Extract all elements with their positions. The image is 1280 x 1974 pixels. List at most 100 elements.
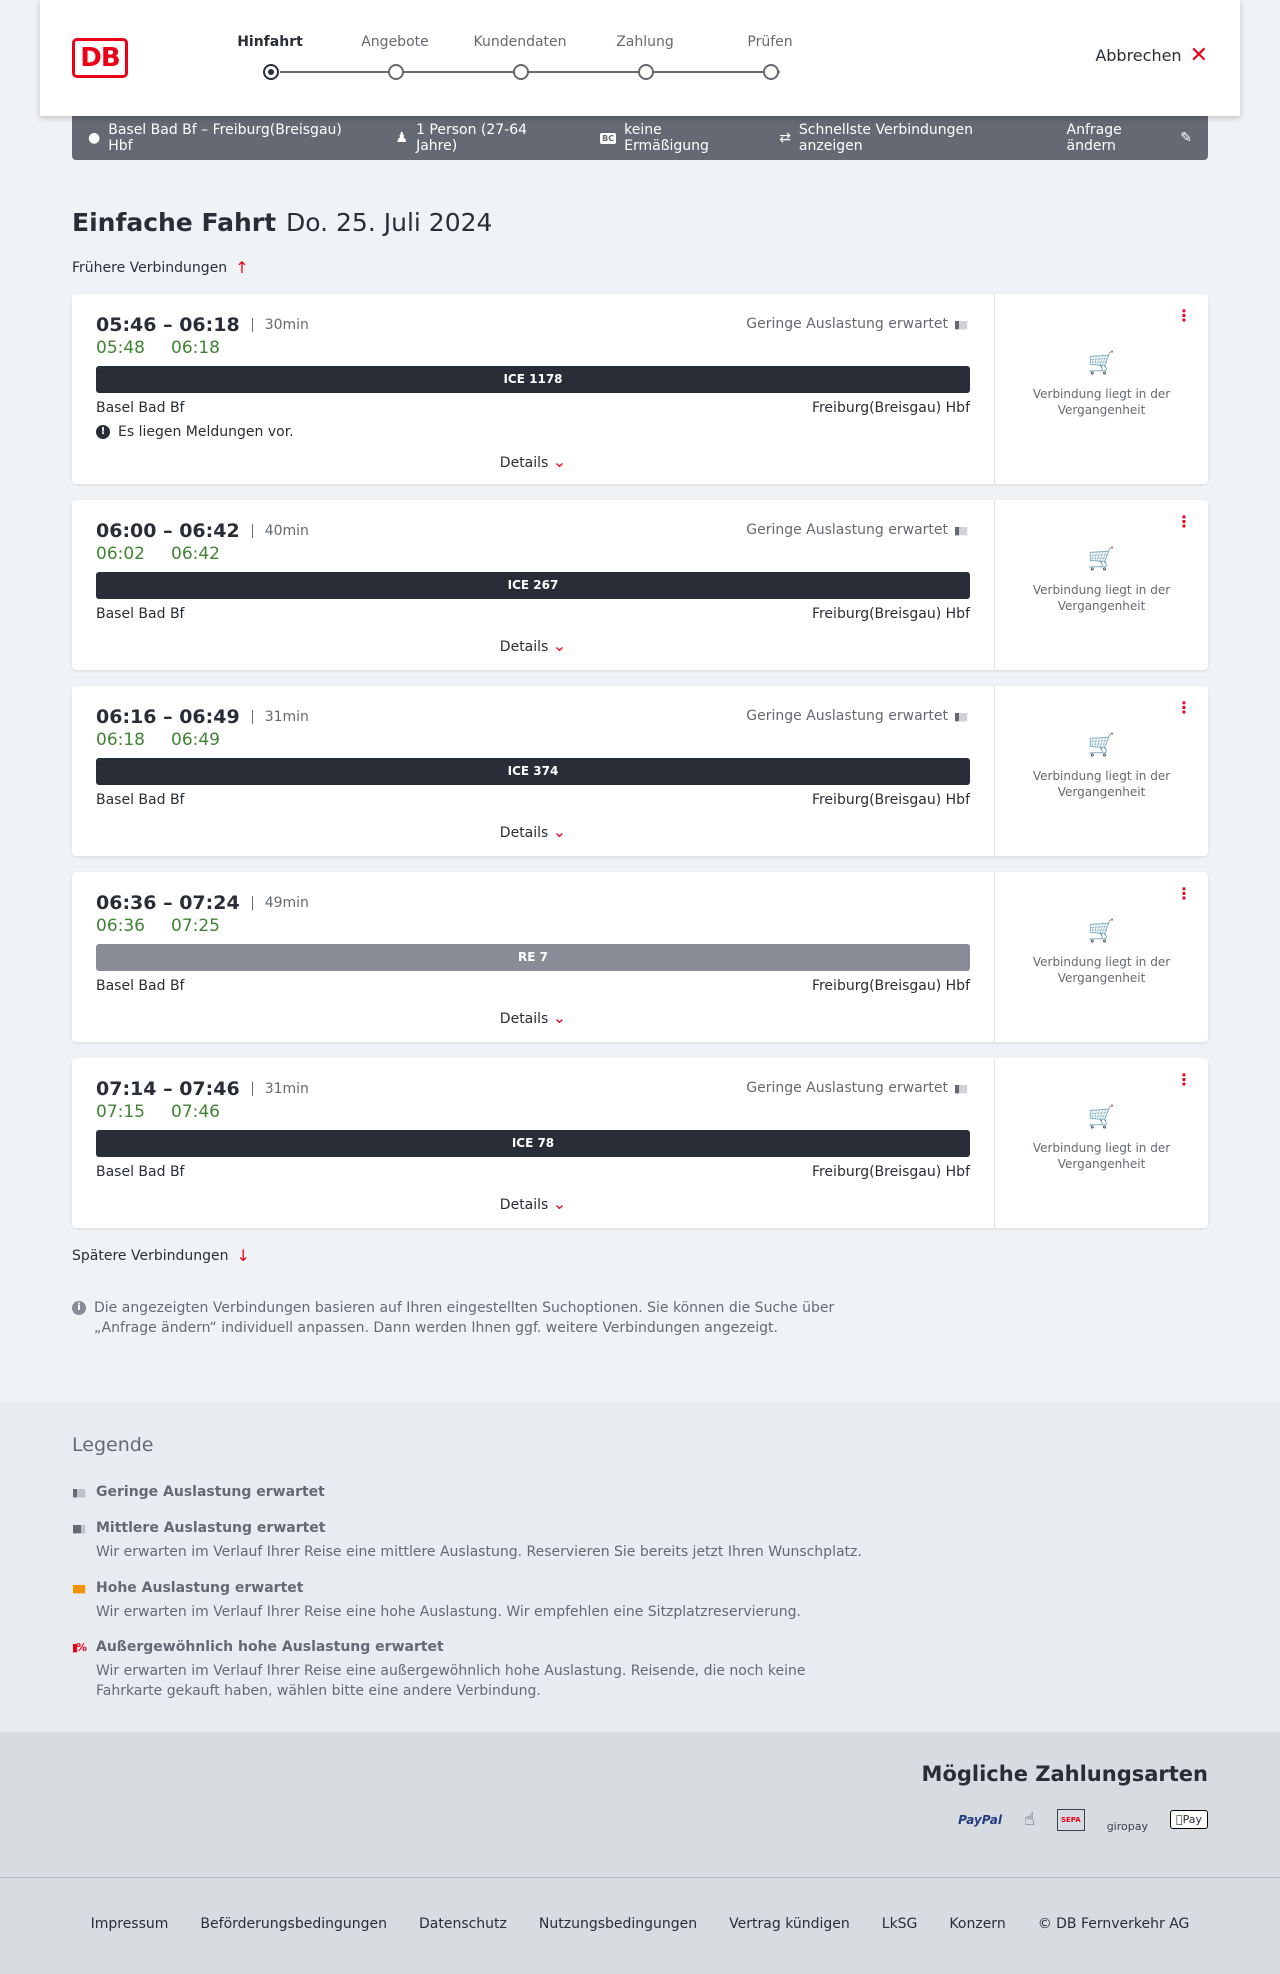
legend-desc: Wir erwarten im Verlauf Ihrer Reise eine… [96, 1604, 801, 1620]
connection-card[interactable]: 06:16 – 06:49 31min 06:18 06:49 Geringe Au… [72, 686, 1208, 856]
db-logo[interactable]: DB [72, 38, 128, 78]
origin-station: Basel Bad Bf [96, 606, 185, 622]
legend-item-low: ▮▮▮ Geringe Auslastung erwartet [72, 1484, 872, 1500]
legend-desc: Wir erwarten im Verlauf Ihrer Reise eine… [96, 1663, 806, 1699]
booking-panel: ⋮ 🛒 Verbindung liegt in der Vergangenhei… [994, 872, 1208, 1042]
time-range: 06:00 – 06:42 [96, 520, 240, 542]
person-icon: ♟ [395, 130, 409, 146]
footer-link[interactable]: Vertrag kündigen [729, 1916, 850, 1932]
realtime-departure: 06:36 [96, 916, 145, 936]
more-options-icon[interactable]: ⋮ [1176, 512, 1192, 531]
legend-label: Geringe Auslastung erwartet [96, 1484, 325, 1500]
footer-link[interactable]: Beförderungsbedingungen [200, 1916, 387, 1932]
progress-stepper: Hinfahrt Angebote Kundendaten Zahlung Pr… [210, 34, 793, 84]
occupancy-low-icon: ▮▮▮ [72, 1485, 86, 1499]
legend-label: Mittlere Auslastung erwartet [96, 1520, 326, 1536]
occupancy-low-icon: ▮▮▮ [954, 317, 968, 331]
past-connection-text: Verbindung liegt in der Vergangenheit [1032, 583, 1171, 613]
realtime-times: 05:48 06:18 [96, 338, 220, 358]
arrow-down-icon: ↓ [236, 1246, 250, 1265]
occupancy-info: Geringe Auslastung erwartet ▮▮▮ [746, 708, 970, 724]
occupancy-text: Geringe Auslastung erwartet [746, 708, 948, 724]
payment-icons: PayPal ☝ SEPA giropay Pay [958, 1806, 1208, 1833]
step-label: Kundendaten [473, 34, 567, 50]
realtime-times: 06:36 07:25 [96, 916, 220, 936]
connection-card[interactable]: 07:14 – 07:46 31min 07:15 07:46 Geringe Au… [72, 1058, 1208, 1228]
details-toggle[interactable]: Details ⌄ [96, 822, 970, 841]
step-hinfahrt[interactable]: Hinfahrt [210, 34, 330, 80]
discount-summary: BC keine Ermäßigung [600, 122, 747, 154]
booking-panel: ⋮ 🛒 Verbindung liegt in der Vergangenhei… [994, 500, 1208, 670]
occupancy-low-icon: ▮▮▮ [954, 1081, 968, 1095]
footer-link[interactable]: Nutzungsbedingungen [538, 1916, 698, 1932]
time-range: 06:16 – 06:49 [96, 706, 240, 728]
step-dot [763, 64, 779, 80]
footer-link[interactable]: © DB Fernverkehr AG [1037, 1916, 1190, 1932]
origin-station: Basel Bad Bf [96, 1164, 185, 1180]
footer-link[interactable]: Datenschutz [418, 1916, 507, 1932]
connection-card[interactable]: 05:46 – 06:18 30min 05:48 06:18 Geringe Au… [72, 294, 1208, 484]
more-options-icon[interactable]: ⋮ [1176, 1070, 1192, 1089]
more-options-icon[interactable]: ⋮ [1176, 884, 1192, 903]
train-bar: ICE 267 [96, 572, 970, 599]
cart-unavailable-icon: 🛒 [1087, 919, 1116, 944]
details-toggle[interactable]: Details ⌄ [96, 1194, 970, 1213]
destination-station: Freiburg(Breisgau) Hbf [811, 1164, 970, 1180]
duration: 40min [251, 524, 309, 538]
details-toggle[interactable]: Details ⌄ [96, 1008, 970, 1027]
step-zahlung: Zahlung [585, 34, 705, 80]
fastest-summary: ⇄ Schnellste Verbindungen anzeigen [779, 122, 1034, 154]
occupancy-text: Geringe Auslastung erwartet [746, 1080, 948, 1096]
stations: Basel Bad Bf Freiburg(Breisgau) Hbf [96, 792, 970, 808]
credit-card-icon: ☝ [1024, 1809, 1035, 1830]
bahncard-icon: BC [600, 132, 617, 144]
chevron-down-icon: ⌄ [552, 452, 567, 471]
later-label: Spätere Verbindungen [72, 1247, 229, 1264]
connection-card[interactable]: 06:00 – 06:42 40min 06:02 06:42 Geringe Au… [72, 500, 1208, 670]
past-connection-text: Verbindung liegt in der Vergangenheit [1032, 387, 1171, 417]
cart-unavailable-icon: 🛒 [1087, 733, 1116, 758]
payment-title: Mögliche Zahlungsarten [921, 1762, 1208, 1786]
chevron-down-icon: ⌄ [552, 1194, 567, 1213]
duration: 31min [251, 710, 309, 724]
more-options-icon[interactable]: ⋮ [1176, 698, 1192, 717]
change-request-button[interactable]: Anfrage ändern ✎ [1067, 122, 1192, 154]
discount-text: keine Ermäßigung [624, 122, 709, 154]
booking-panel: ⋮ 🛒 Verbindung liegt in der Vergangenhei… [994, 294, 1208, 484]
footer-link[interactable]: Konzern [949, 1916, 1006, 1932]
destination-station: Freiburg(Breisgau) Hbf [811, 978, 970, 994]
realtime-arrival: 06:49 [171, 730, 220, 750]
step-label: Hinfahrt [237, 34, 303, 50]
details-toggle[interactable]: Details ⌄ [96, 636, 970, 655]
persons-summary: ♟ 1 Person (27-64 Jahre) [396, 122, 569, 154]
details-toggle[interactable]: Details ⌄ [96, 452, 970, 471]
occupancy-exceptional-icon: ▮% [72, 1640, 87, 1654]
occupancy-low-icon: ▮▮▮ [954, 523, 968, 537]
occupancy-medium-icon: ▮▮▮ [72, 1521, 86, 1535]
more-options-icon[interactable]: ⋮ [1176, 306, 1192, 325]
info-text: Die angezeigten Verbindungen basieren au… [94, 1300, 835, 1336]
change-label: Anfrage ändern [1066, 122, 1122, 154]
occupancy-info: Geringe Auslastung erwartet ▮▮▮ [746, 1080, 970, 1096]
realtime-departure: 05:48 [96, 338, 145, 358]
booking-panel: ⋮ 🛒 Verbindung liegt in der Vergangenhei… [994, 1058, 1208, 1228]
step-dot [513, 64, 529, 80]
duration: 30min [251, 318, 309, 332]
legend-desc: Wir erwarten im Verlauf Ihrer Reise eine… [96, 1544, 862, 1560]
footer-link[interactable]: LkSG [881, 1916, 918, 1932]
details-label: Details [499, 1011, 549, 1027]
swap-icon: ⇄ [779, 130, 791, 146]
destination-station: Freiburg(Breisgau) Hbf [811, 606, 970, 622]
step-dot [638, 64, 654, 80]
occupancy-info: Geringe Auslastung erwartet ▮▮▮ [746, 316, 970, 332]
stations: Basel Bad Bf Freiburg(Breisgau) Hbf [96, 978, 970, 994]
past-connection-text: Verbindung liegt in der Vergangenheit [1032, 1141, 1171, 1171]
later-connections-link[interactable]: Spätere Verbindungen ↓ [72, 1246, 250, 1265]
legend-item-high: ▮▮▮ Hohe Auslastung erwartet Wir erwarten … [72, 1580, 872, 1622]
persons-text: 1 Person (27-64 Jahre) [416, 122, 528, 154]
connection-card[interactable]: 06:36 – 07:24 49min 06:36 07:25 RE 7 Basel… [72, 872, 1208, 1042]
cancel-button[interactable]: Abbrechen ✕ [1095, 44, 1208, 66]
footer-link[interactable]: Impressum [90, 1916, 169, 1932]
earlier-connections-link[interactable]: Frühere Verbindungen ↑ [72, 258, 249, 277]
scheduled-times: 05:46 – 06:18 30min [96, 314, 309, 336]
